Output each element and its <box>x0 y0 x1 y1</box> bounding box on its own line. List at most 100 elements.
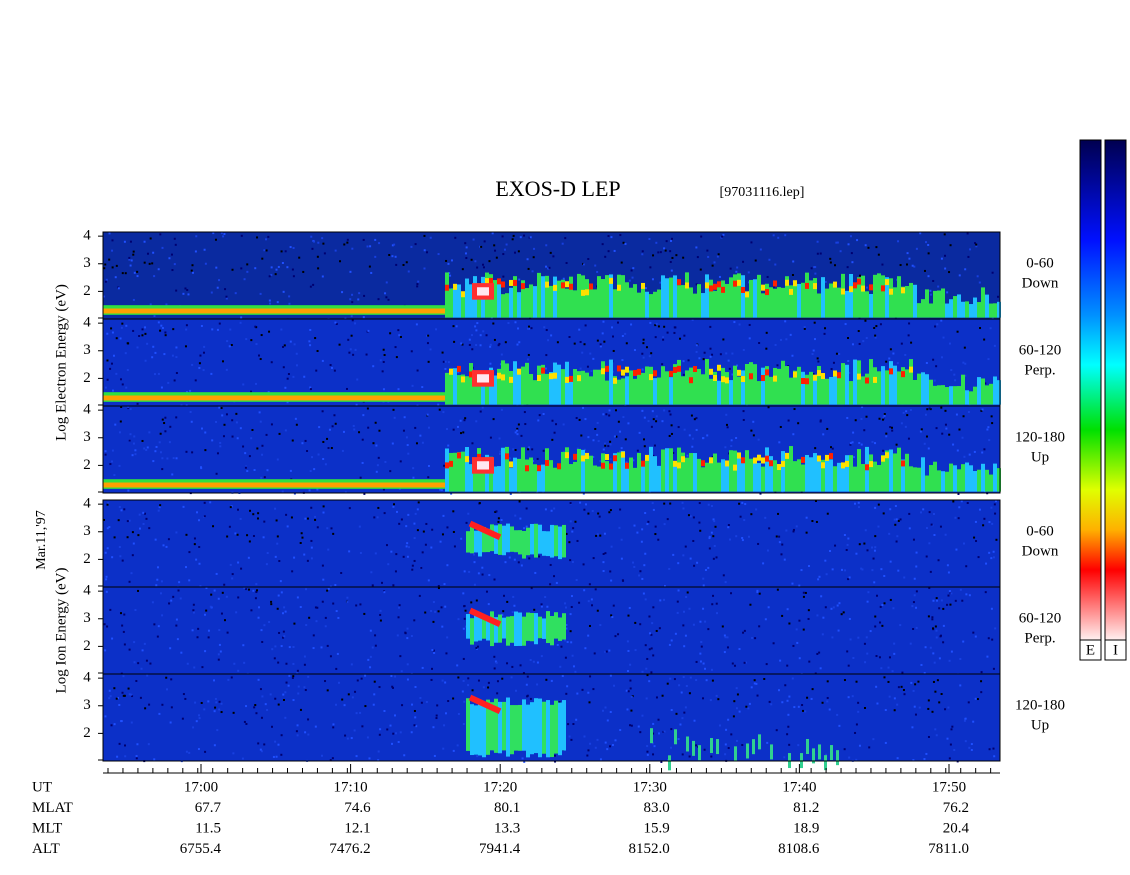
noise <box>483 240 486 243</box>
noise <box>494 249 497 252</box>
noise <box>268 275 271 278</box>
noise <box>306 450 309 453</box>
feature <box>689 287 693 318</box>
feature <box>633 378 637 405</box>
noise <box>932 680 935 683</box>
noise <box>897 569 900 572</box>
noise <box>709 325 712 328</box>
noise <box>431 649 434 652</box>
row-value: 17:10 <box>334 779 368 795</box>
feature <box>453 283 457 290</box>
noise <box>880 667 883 670</box>
noise <box>288 302 291 305</box>
noise <box>619 450 622 453</box>
noise <box>564 602 567 605</box>
feature <box>518 612 522 646</box>
noise <box>135 757 138 760</box>
noise <box>945 427 948 430</box>
noise <box>599 624 602 627</box>
noise <box>309 344 312 347</box>
noise <box>604 255 607 258</box>
noise <box>892 607 895 610</box>
noise <box>508 556 511 559</box>
noise <box>282 698 285 701</box>
feature <box>929 465 933 492</box>
noise <box>641 368 644 371</box>
feature <box>833 370 837 377</box>
noise <box>317 267 320 270</box>
noise <box>445 652 448 655</box>
noise <box>555 581 558 584</box>
noise <box>227 678 230 681</box>
noise <box>932 627 935 630</box>
noise <box>669 250 672 253</box>
noise <box>811 688 814 691</box>
feature <box>470 618 474 645</box>
noise <box>374 238 377 241</box>
noise <box>741 536 744 539</box>
noise <box>361 725 364 728</box>
noise <box>137 662 140 665</box>
noise <box>605 650 608 653</box>
feature <box>641 282 645 289</box>
noise <box>956 330 959 333</box>
noise <box>574 670 577 673</box>
noise <box>324 680 327 683</box>
noise <box>927 615 930 618</box>
feature <box>701 467 705 492</box>
noise <box>547 339 550 342</box>
panel-frame <box>102 405 1001 494</box>
feature <box>514 611 518 647</box>
noise <box>710 755 713 758</box>
feature <box>909 366 913 373</box>
noise <box>271 648 274 651</box>
noise <box>958 428 961 431</box>
noise <box>553 431 556 434</box>
noise <box>214 238 217 241</box>
noise <box>732 715 735 718</box>
noise <box>214 697 217 700</box>
noise <box>682 554 685 557</box>
noise <box>467 512 470 515</box>
noise <box>321 410 324 413</box>
noise <box>981 408 984 411</box>
noise <box>516 433 519 436</box>
noise <box>161 327 164 330</box>
noise <box>463 617 466 620</box>
noise <box>587 600 590 603</box>
noise <box>620 557 623 560</box>
feature <box>877 464 881 492</box>
noise <box>588 624 591 627</box>
noise <box>627 422 630 425</box>
noise <box>502 610 505 613</box>
noise <box>435 717 438 720</box>
band <box>103 308 445 314</box>
feature <box>841 273 845 318</box>
noise <box>779 338 782 341</box>
feature <box>961 301 965 318</box>
noise <box>397 741 400 744</box>
noise <box>373 680 376 683</box>
noise <box>695 428 698 431</box>
noise <box>767 406 770 409</box>
noise <box>894 523 897 526</box>
noise <box>896 362 899 365</box>
noise <box>897 519 900 522</box>
noise <box>527 267 530 270</box>
feature <box>725 377 729 384</box>
noise <box>126 369 129 372</box>
noise <box>173 237 176 240</box>
noise <box>658 732 661 735</box>
feature <box>534 613 538 645</box>
noise <box>259 292 262 295</box>
noise <box>611 616 614 619</box>
noise <box>184 566 187 569</box>
noise <box>358 525 361 528</box>
noise <box>453 340 456 343</box>
noise <box>612 349 615 352</box>
noise <box>975 540 978 543</box>
noise <box>246 270 249 273</box>
noise <box>311 456 314 459</box>
feature <box>469 284 473 318</box>
noise <box>355 755 358 758</box>
